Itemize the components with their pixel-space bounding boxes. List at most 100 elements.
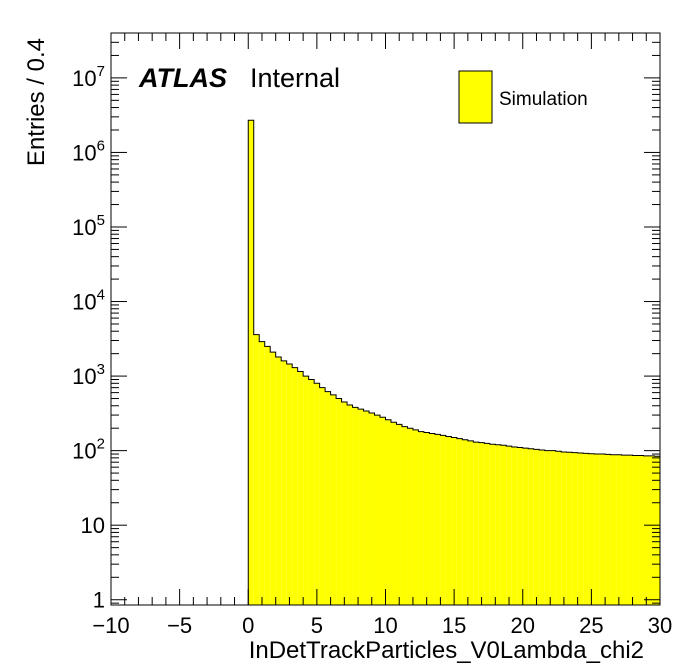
y-tick-label-base: 10 [72,66,96,91]
y-tick-label: 105 [72,212,105,240]
y-tick-label-exponent: 3 [97,361,105,378]
histogram-bar [264,346,271,605]
histogram-bar [275,357,282,605]
histogram-bar [621,455,628,605]
histogram-bar [308,379,315,605]
y-tick-label: 10 [81,513,105,538]
histogram-bar [588,453,595,605]
histogram-bar [390,422,397,605]
histogram-bar [511,446,518,605]
histogram-bar [336,398,342,605]
y-tick-label-exponent: 5 [97,212,105,229]
x-axis-title: InDetTrackParticles_V0Lambda_chi2 [249,637,644,664]
histogram-bar [314,383,320,605]
histogram-bar [281,360,287,605]
histogram-bar [253,334,260,605]
histogram-bar [605,454,611,605]
y-tick-label-exponent: 7 [97,63,105,80]
y-axis-title: Entries / 0.4 [23,38,50,166]
histogram-bar [259,341,265,605]
y-tick-label: 102 [72,436,105,464]
histogram-bar [451,437,457,605]
histogram-bar [363,411,370,605]
y-tick-label-base: 10 [72,140,96,165]
histogram-bar [566,452,573,605]
histogram-bar [478,442,485,605]
histogram-bar [429,433,435,605]
histogram-bar [599,454,606,605]
histogram-outline [247,119,661,605]
x-tick-label: −5 [167,613,192,638]
histogram-bar [401,426,408,605]
y-axis-ticks [111,32,660,604]
histogram-bar [506,446,512,605]
histogram-bar [517,447,523,605]
y-tick-label-base: 10 [72,215,96,240]
histogram-bar [533,449,540,605]
histogram-bar [654,456,660,605]
histogram-bar [594,454,600,605]
histogram-bar [577,452,584,605]
x-tick-label: 25 [579,613,603,638]
internal-label: Internal [250,63,340,93]
histogram-bar [325,391,331,605]
histogram-bar [341,401,348,605]
y-tick-label-exponent: 4 [97,287,105,304]
histogram-bar [319,387,326,605]
histogram-bar [418,431,424,605]
histogram-bar [528,448,534,605]
histogram-bar [489,444,496,605]
legend-swatch-simulation [458,70,493,124]
y-tick-label-base: 10 [72,439,96,464]
x-tick-label: 5 [311,613,323,638]
histogram-bar [627,455,633,605]
x-tick-label: 30 [648,613,672,638]
histogram-bar [303,376,309,605]
legend-label-simulation: Simulation [499,89,588,110]
histogram-bar [445,436,452,605]
y-tick-label-base: 10 [72,364,96,389]
histogram-bar [374,415,381,605]
histogram-bar [330,394,337,605]
x-tick-label: 10 [373,613,397,638]
histogram-bar [555,451,562,605]
histogram-bar [572,452,578,605]
histogram-bar [632,455,639,605]
y-tick-label-exponent: 6 [97,137,105,154]
histogram-bar [385,419,391,605]
histogram-bar [270,352,276,605]
histogram-bar [456,438,463,605]
y-tick-label-exponent: 2 [97,436,105,453]
histogram-bar [297,371,304,605]
histogram-bars [247,119,661,605]
legend: Simulation [458,70,588,124]
x-tick-label: 0 [242,613,254,638]
histogram-bar [550,450,556,605]
histogram-bar [467,440,474,605]
histogram-bar [358,409,364,605]
histogram-bar [495,444,501,605]
x-tick-label: 20 [511,613,535,638]
y-tick-label: 103 [72,361,105,389]
histogram-bar [292,367,298,605]
histogram-bar [369,412,375,605]
x-tick-label: 15 [442,613,466,638]
histogram-bar [407,428,413,605]
x-axis-tick-labels: −10 −5 0 5 10 15 20 25 30 [92,613,672,638]
histogram-bar [380,417,386,605]
y-tick-label-base: 10 [72,290,96,315]
histogram-bar [643,455,650,605]
histogram-bar [462,439,468,605]
y-tick-label: 1 [93,588,105,613]
histogram-bar [539,449,545,605]
histogram-bar [440,435,446,605]
histogram-bar [561,451,567,605]
histogram-bar [500,445,507,605]
histogram-bar [638,455,644,605]
histogram-bar [248,120,254,605]
y-tick-label: 107 [72,63,105,91]
histogram-bar [434,434,441,605]
histogram-bar [544,450,551,605]
